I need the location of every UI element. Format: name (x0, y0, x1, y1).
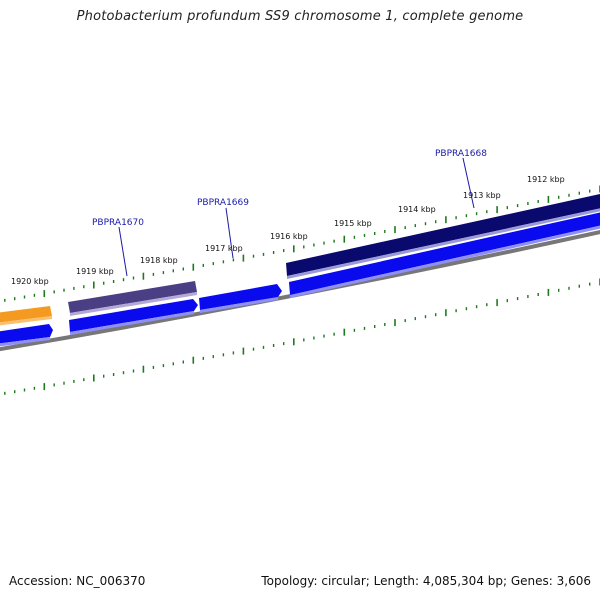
accession-text: Accession: NC_006370 (9, 574, 146, 588)
forward-cds-1-shadow (70, 311, 194, 335)
gene-block-pbpra1668[interactable] (286, 194, 600, 276)
topology-text: Topology: circular; Length: 4,085,304 bp… (261, 574, 591, 588)
forward-cds-pbpra1669[interactable] (199, 284, 282, 310)
orange-feature (0, 306, 52, 323)
kbp-label-1916: 1916 kbp (270, 232, 308, 241)
forward-cds-2-shadow (290, 225, 600, 298)
kbp-tick-marks (4, 185, 600, 302)
forward-cds-2[interactable] (289, 212, 600, 295)
inner-tick-marks (4, 278, 600, 395)
gene-block-pbpra1670-shadow (70, 292, 197, 316)
kbp-label-1920: 1920 kbp (11, 277, 49, 286)
kbp-label-1918: 1918 kbp (140, 256, 178, 265)
gene-block-pbpra1670[interactable] (68, 281, 197, 313)
gene-block-pbpra1668-shadow (287, 208, 600, 279)
kbp-label-1917: 1917 kbp (205, 244, 243, 253)
forward-cds-pbpra1669-shadow (200, 297, 278, 313)
leader-line-pbpra1670 (118, 226, 128, 277)
leader-line-pbpra1668 (462, 157, 475, 209)
gene-label-pbpra1669[interactable]: PBPRA1669 (197, 198, 249, 208)
map-title: Photobacterium profundum SS9 chromosome … (76, 9, 524, 24)
gene-label-pbpra1670[interactable]: PBPRA1670 (92, 218, 144, 228)
leader-line-pbpra1669 (225, 207, 234, 259)
kbp-label-1915: 1915 kbp (334, 219, 372, 228)
forward-cds-left[interactable] (0, 324, 53, 344)
gene-label-pbpra1668[interactable]: PBPRA1668 (435, 149, 487, 159)
forward-cds-left-shadow (0, 337, 50, 347)
kbp-label-1919: 1919 kbp (76, 267, 114, 276)
orange-feature-shadow (0, 316, 52, 326)
kbp-label-1912: 1912 kbp (527, 175, 565, 184)
kbp-label-1913: 1913 kbp (463, 191, 501, 200)
forward-cds-1[interactable] (69, 299, 198, 332)
kbp-label-1914: 1914 kbp (398, 205, 436, 214)
